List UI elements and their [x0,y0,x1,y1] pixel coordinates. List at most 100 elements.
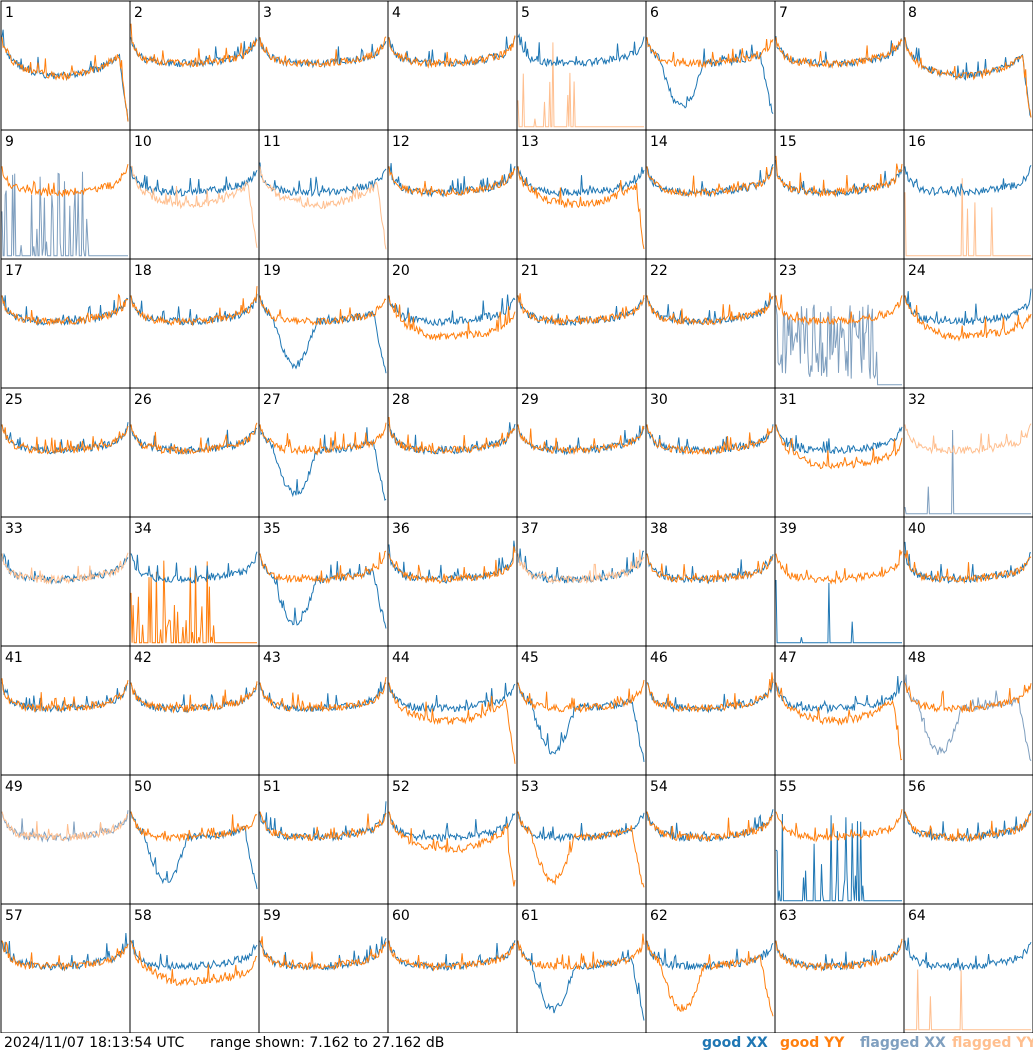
series-xx [517,682,645,762]
panel-label: 31 [779,392,797,408]
panel-frame [0,516,131,647]
series-yy [904,423,1032,455]
series-xx [388,811,516,842]
panel-label: 56 [908,779,926,795]
series-yy [1,293,129,327]
panel-label: 52 [392,779,410,795]
panel-label: 32 [908,392,926,408]
panel-61: 61 [516,903,647,1033]
panel-label: 24 [908,263,926,279]
series-yy [259,677,387,713]
panel-label: 4 [392,5,401,21]
panel-label: 23 [779,263,797,279]
panel-label: 29 [521,392,539,408]
series-xx [517,166,645,197]
panel-9: 9 [0,129,131,260]
panel-12: 12 [387,129,518,260]
panel-label: 21 [521,263,539,279]
panel-frame [0,645,131,776]
series-yy [130,422,258,455]
series-yy [1,678,129,713]
series-yy [388,682,516,764]
legend-flagged-xx: flagged XX [860,1035,946,1051]
panel-label: 20 [392,263,410,279]
panel-29: 29 [516,387,647,518]
panel-label: 15 [779,134,797,150]
panel-label: 58 [134,908,152,924]
panel-15: 15 [774,129,905,260]
series-yy [904,682,1032,714]
series-yy [517,293,645,326]
panel-frame [387,516,518,647]
panel-26: 26 [129,387,260,518]
panel-label: 25 [5,392,23,408]
panel-4: 4 [387,0,518,131]
series-yy [1,940,129,972]
panel-20: 20 [387,258,518,389]
panel-17: 17 [0,258,131,389]
series-yy [646,166,774,199]
series-xx [388,682,516,713]
panel-63: 63 [774,903,905,1033]
series-yy [1,811,129,842]
panel-label: 27 [263,392,281,408]
panel-36: 36 [387,516,518,647]
panel-label: 26 [134,392,152,408]
panel-label: 6 [650,5,659,21]
panel-frame [516,774,647,905]
panel-frame [774,0,905,131]
panel-50: 50 [129,774,260,905]
panel-28: 28 [387,387,518,518]
series-yy [1,552,129,585]
panel-51: 51 [258,774,389,905]
panel-label: 1 [5,5,14,21]
panel-19: 19 [258,258,389,389]
series-yy [646,940,774,1017]
panel-frame [774,516,905,647]
panel-frame [645,0,776,131]
panel-label: 30 [650,392,668,408]
series-yy [904,37,1032,118]
panel-label: 8 [908,5,917,21]
panel-45: 45 [516,645,647,776]
panel-57: 57 [0,903,131,1033]
panel-43: 43 [258,645,389,776]
panel-frame [387,774,518,905]
panel-label: 11 [263,134,281,150]
series-yy [517,42,644,128]
series-xx [775,579,902,644]
panel-46: 46 [645,645,776,776]
series-xx [130,166,258,197]
panel-label: 7 [779,5,788,21]
panel-47: 47 [774,645,905,776]
panel-60: 60 [387,903,518,1033]
panel-label: 17 [5,263,23,279]
panel-label: 59 [263,908,281,924]
series-xx [259,162,387,197]
series-yy [517,811,645,888]
panel-frame [387,387,518,518]
series-yy [904,811,1032,843]
panel-1: 1 [0,0,131,131]
series-yy [517,166,645,250]
panel-label: 60 [392,908,410,924]
series-yy [130,560,257,644]
panel-label: 50 [134,779,152,795]
series-yy [775,682,903,761]
series-yy [1,163,129,198]
series-yy [775,424,903,470]
panel-frame [258,258,389,389]
series-xx [1,171,128,257]
series-yy [259,936,387,971]
panel-42: 42 [129,645,260,776]
series-yy [517,424,645,456]
panel-label: 22 [650,263,668,279]
series-yy [130,23,258,68]
panel-label: 10 [134,134,152,150]
series-yy [646,292,774,326]
legend-flagged-yy: flagged YY [952,1035,1033,1051]
series-yy [130,811,258,843]
series-yy [904,295,1032,342]
series-yy [388,811,516,887]
series-yy [517,549,645,584]
